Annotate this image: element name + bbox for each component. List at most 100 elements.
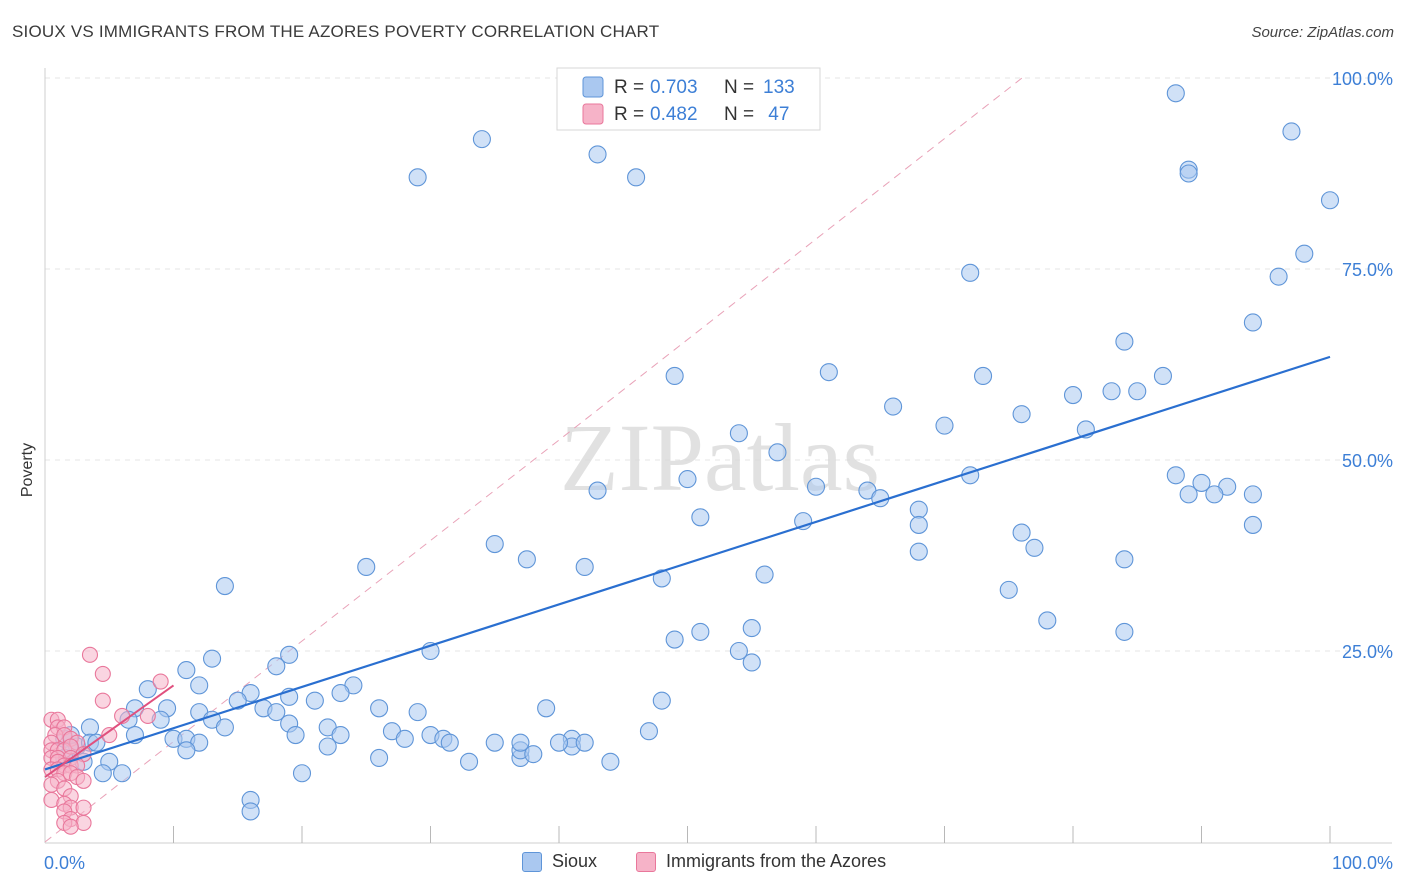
legend-n-value: 47 — [763, 104, 789, 125]
sioux-point — [459, 752, 479, 771]
sioux-point — [440, 733, 459, 752]
sioux-point — [1012, 523, 1031, 542]
stats-legend: R = 0.703 N = 133 R = 0.482 N = 47 — [556, 67, 821, 131]
sioux-point — [1128, 382, 1147, 401]
sioux-point — [472, 130, 491, 149]
sioux-point — [177, 661, 196, 680]
sioux-point — [215, 718, 234, 737]
azores-point — [75, 772, 92, 789]
azores-point — [101, 726, 118, 744]
sioux-point — [909, 515, 928, 534]
sioux-point — [1320, 191, 1340, 210]
sioux-point — [395, 729, 414, 748]
sioux-point — [93, 764, 112, 783]
sioux-point — [806, 477, 826, 496]
legend-r-value: 0.482 — [650, 104, 698, 125]
azores-point — [139, 707, 156, 724]
sioux-point — [138, 680, 157, 699]
identity-line — [44, 77, 1023, 843]
sioux-point — [575, 733, 594, 752]
y-tick-label: 50.0% — [1342, 451, 1393, 471]
sioux-point — [575, 557, 594, 577]
sioux-points — [55, 84, 1340, 821]
sioux-point — [691, 622, 710, 641]
legend-item-sioux: Sioux — [522, 851, 597, 872]
sioux-point — [408, 168, 427, 187]
legend-swatch-sioux — [582, 76, 604, 98]
sioux-point — [1243, 515, 1262, 534]
legend-label-sioux: Sioux — [552, 851, 598, 871]
sioux-point — [485, 733, 504, 752]
sioux-point — [652, 691, 671, 710]
axes — [44, 68, 1392, 844]
legend-r-label: R = — [614, 77, 644, 98]
sioux-point — [729, 424, 748, 443]
sioux-point — [1243, 485, 1262, 504]
sioux-point — [517, 550, 536, 569]
sioux-point — [1063, 386, 1083, 405]
sioux-point — [1115, 550, 1134, 569]
sioux-point — [215, 577, 234, 596]
azores-points — [43, 646, 169, 835]
sioux-point — [1102, 382, 1121, 401]
y-tick-label: 25.0% — [1342, 642, 1393, 662]
sioux-point — [935, 416, 954, 435]
sioux-point — [742, 619, 761, 638]
sioux-point — [537, 699, 556, 718]
sioux-point — [1179, 485, 1198, 504]
sioux-point — [524, 745, 543, 764]
sioux-point — [113, 764, 132, 783]
legend-label-azores: Immigrants from the Azores — [666, 851, 887, 871]
sioux-point — [1025, 538, 1044, 557]
sioux-point — [961, 263, 980, 282]
legend-r-label: R = — [614, 104, 644, 125]
source-credit: Source: ZipAtlas.com — [1251, 24, 1394, 41]
sioux-point — [203, 649, 222, 668]
legend-item-azores: Immigrants from the Azores — [636, 851, 886, 872]
sioux-point — [909, 500, 928, 519]
sioux-point — [627, 168, 646, 187]
x-tick-label: 100.0% — [1332, 853, 1393, 873]
azores-point — [75, 799, 92, 816]
sioux-point — [1269, 267, 1288, 286]
sioux-point — [241, 802, 260, 821]
sioux-point — [742, 653, 761, 672]
sioux-point — [511, 733, 530, 752]
sioux-point — [331, 683, 350, 703]
sioux-point — [1243, 313, 1262, 332]
sioux-point — [639, 722, 659, 741]
sioux-point — [190, 676, 209, 695]
sioux-point — [1295, 244, 1314, 263]
sioux-point — [1282, 122, 1301, 141]
sioux-point — [485, 534, 504, 554]
x-tick-label: 0.0% — [44, 853, 85, 873]
sioux-trend-line — [44, 355, 1331, 771]
azores-point — [152, 673, 169, 690]
legend-swatch-azores — [582, 103, 604, 125]
azores-trend-line — [44, 684, 175, 778]
sioux-point — [1115, 622, 1134, 641]
sioux-point — [370, 748, 389, 768]
sioux-point — [819, 363, 838, 382]
sioux-point — [588, 481, 607, 500]
chart-title: SIOUX VS IMMIGRANTS FROM THE AZORES POVE… — [12, 22, 660, 41]
sioux-point — [768, 443, 787, 462]
legend-swatch-sioux — [522, 851, 542, 872]
sioux-point — [1115, 332, 1134, 351]
sioux-point — [292, 764, 312, 783]
legend-swatch-azores — [636, 851, 656, 872]
sioux-point — [408, 703, 427, 722]
x-tick-labels: 0.0% 100.0% — [44, 853, 1393, 873]
reference-diagonal — [44, 77, 1023, 843]
sioux-point — [601, 752, 620, 771]
sioux-point — [286, 725, 305, 745]
sioux-point — [1179, 164, 1198, 183]
bottom-legend: Sioux Immigrants from the Azores — [0, 851, 1406, 877]
sioux-point — [665, 630, 684, 649]
sioux-point — [1166, 84, 1185, 103]
sioux-point — [228, 691, 247, 710]
azores-point — [62, 818, 79, 835]
sioux-point — [549, 733, 569, 752]
sioux-point — [267, 703, 286, 722]
